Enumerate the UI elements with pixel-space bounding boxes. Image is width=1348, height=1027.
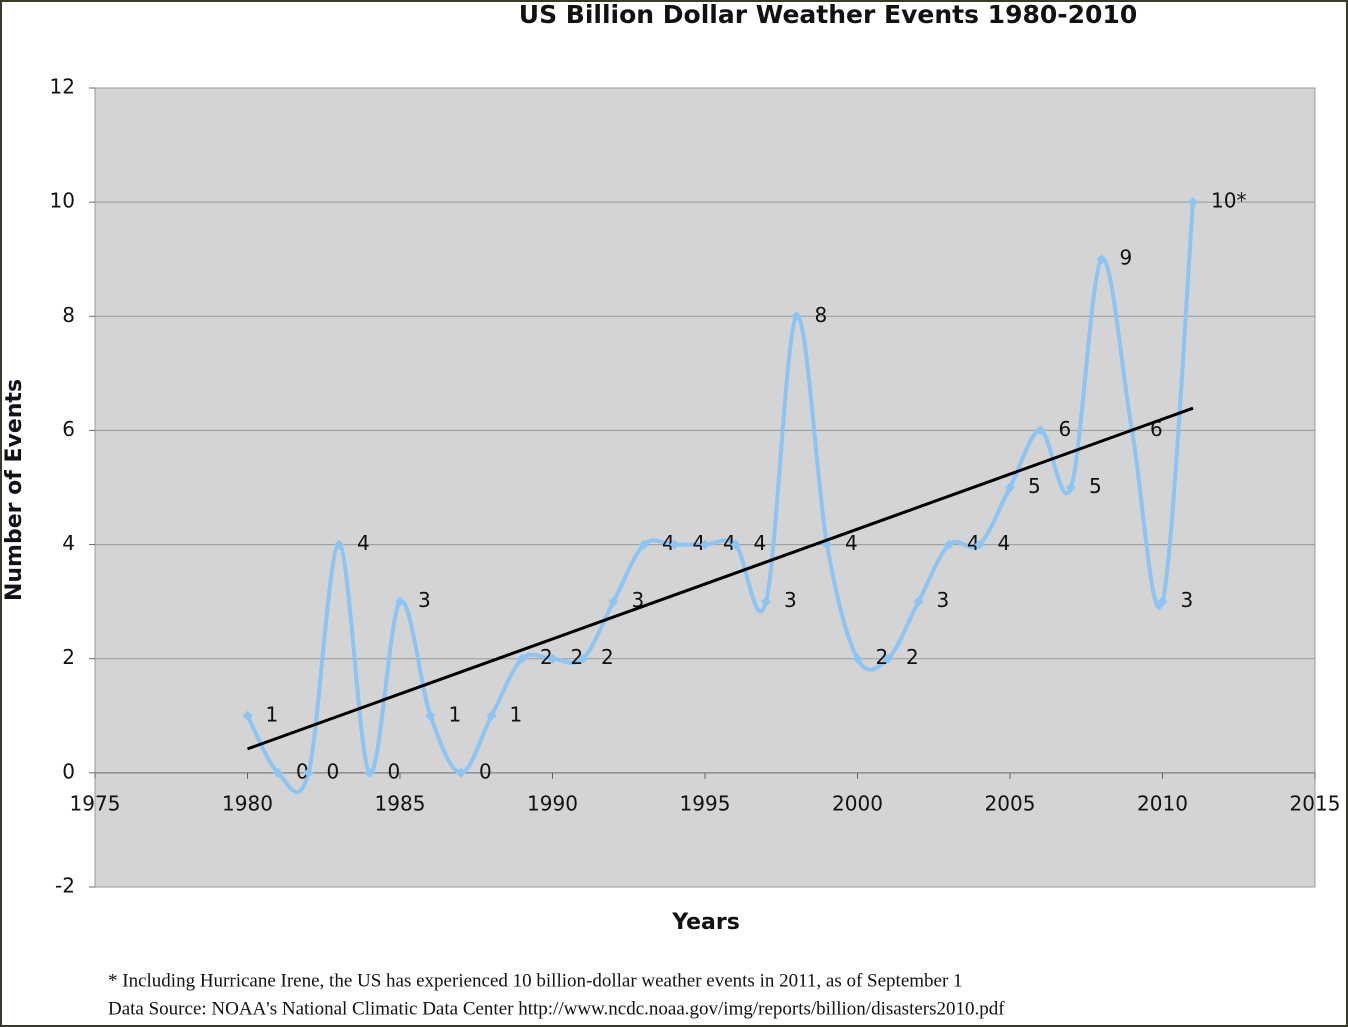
data-point xyxy=(974,539,985,550)
data-point xyxy=(913,596,924,607)
plot-area xyxy=(94,87,1316,888)
data-point xyxy=(639,539,649,550)
x-tick-label: 2000 xyxy=(832,791,883,815)
x-tick-label: 1985 xyxy=(375,791,426,815)
data-point xyxy=(425,710,436,721)
y-axis-label: Number of Events xyxy=(2,379,27,601)
series-line xyxy=(245,201,1195,794)
data-point xyxy=(700,539,710,550)
data-label: 4 xyxy=(845,531,858,555)
y-tick-label: 8 xyxy=(62,303,75,327)
data-point xyxy=(1035,425,1046,436)
data-label: 2 xyxy=(906,645,919,669)
data-point xyxy=(364,767,375,778)
data-point xyxy=(852,653,863,664)
data-label: 1 xyxy=(510,702,523,726)
x-axis-label: Years xyxy=(671,910,740,935)
data-label: 3 xyxy=(418,588,431,612)
data-point xyxy=(883,653,893,664)
data-point xyxy=(578,653,588,664)
y-tick-label: 6 xyxy=(62,417,75,441)
data-point xyxy=(1066,482,1076,493)
y-tick-label: 12 xyxy=(50,75,75,99)
data-label: 3 xyxy=(784,588,797,612)
data-point xyxy=(456,767,466,778)
data-point xyxy=(273,767,283,778)
x-tick-label: 1990 xyxy=(527,791,578,815)
data-label: 0 xyxy=(327,759,340,783)
data-point xyxy=(791,311,802,322)
footnote: Data Source: NOAA's National Climatic Da… xyxy=(108,998,1005,1019)
data-label: 1 xyxy=(266,702,279,726)
data-point xyxy=(1096,254,1107,265)
data-label: 6 xyxy=(1059,417,1072,441)
data-label: 3 xyxy=(937,588,950,612)
data-label: 4 xyxy=(357,531,370,555)
y-tick-label: -2 xyxy=(55,874,75,898)
y-tick-label: 4 xyxy=(62,531,75,555)
y-tick-label: 10 xyxy=(50,189,75,213)
data-point xyxy=(547,653,558,664)
data-point xyxy=(486,710,497,721)
data-label: 5 xyxy=(1028,474,1041,498)
data-label: 5 xyxy=(1089,474,1102,498)
data-point xyxy=(303,767,314,778)
data-point xyxy=(761,596,771,607)
footnote: * Including Hurricane Irene, the US has … xyxy=(108,970,963,991)
y-tick-label: 2 xyxy=(62,645,75,669)
data-point xyxy=(1005,482,1015,493)
x-tick-label: 2010 xyxy=(1137,791,1188,815)
data-point xyxy=(242,710,253,721)
data-label: 0 xyxy=(479,759,492,783)
data-label: 2 xyxy=(876,645,889,669)
x-tick-label: 1995 xyxy=(680,791,731,815)
data-point xyxy=(608,596,619,607)
data-point xyxy=(730,539,741,550)
data-label: 2 xyxy=(601,645,614,669)
data-label: 1 xyxy=(449,702,462,726)
data-point xyxy=(395,596,405,607)
data-label: 3 xyxy=(1181,588,1194,612)
data-label: 0 xyxy=(296,759,309,783)
data-label: 2 xyxy=(540,645,553,669)
data-label: 4 xyxy=(723,531,736,555)
data-label: 4 xyxy=(998,531,1011,555)
x-tick-label: 2015 xyxy=(1290,791,1341,815)
data-label: 9 xyxy=(1120,246,1133,270)
data-label: 4 xyxy=(662,531,675,555)
data-label: 10* xyxy=(1211,189,1246,213)
y-tick-label: 0 xyxy=(62,759,75,783)
data-label: 4 xyxy=(967,531,980,555)
data-label: 0 xyxy=(388,759,401,783)
data-label: 4 xyxy=(693,531,706,555)
x-tick-label: 2005 xyxy=(985,791,1036,815)
x-tick-label: 1975 xyxy=(70,791,121,815)
trend-line xyxy=(246,406,1194,751)
data-point xyxy=(944,539,954,550)
data-label: 8 xyxy=(815,303,828,327)
data-point xyxy=(334,539,344,550)
data-label: 2 xyxy=(571,645,584,669)
chart-title: US Billion Dollar Weather Events 1980-20… xyxy=(519,0,1137,29)
data-point xyxy=(1188,197,1198,208)
data-label: 4 xyxy=(754,531,767,555)
x-tick-label: 1980 xyxy=(222,791,273,815)
data-point xyxy=(1157,596,1168,607)
data-point xyxy=(669,539,680,550)
data-point xyxy=(517,653,527,664)
